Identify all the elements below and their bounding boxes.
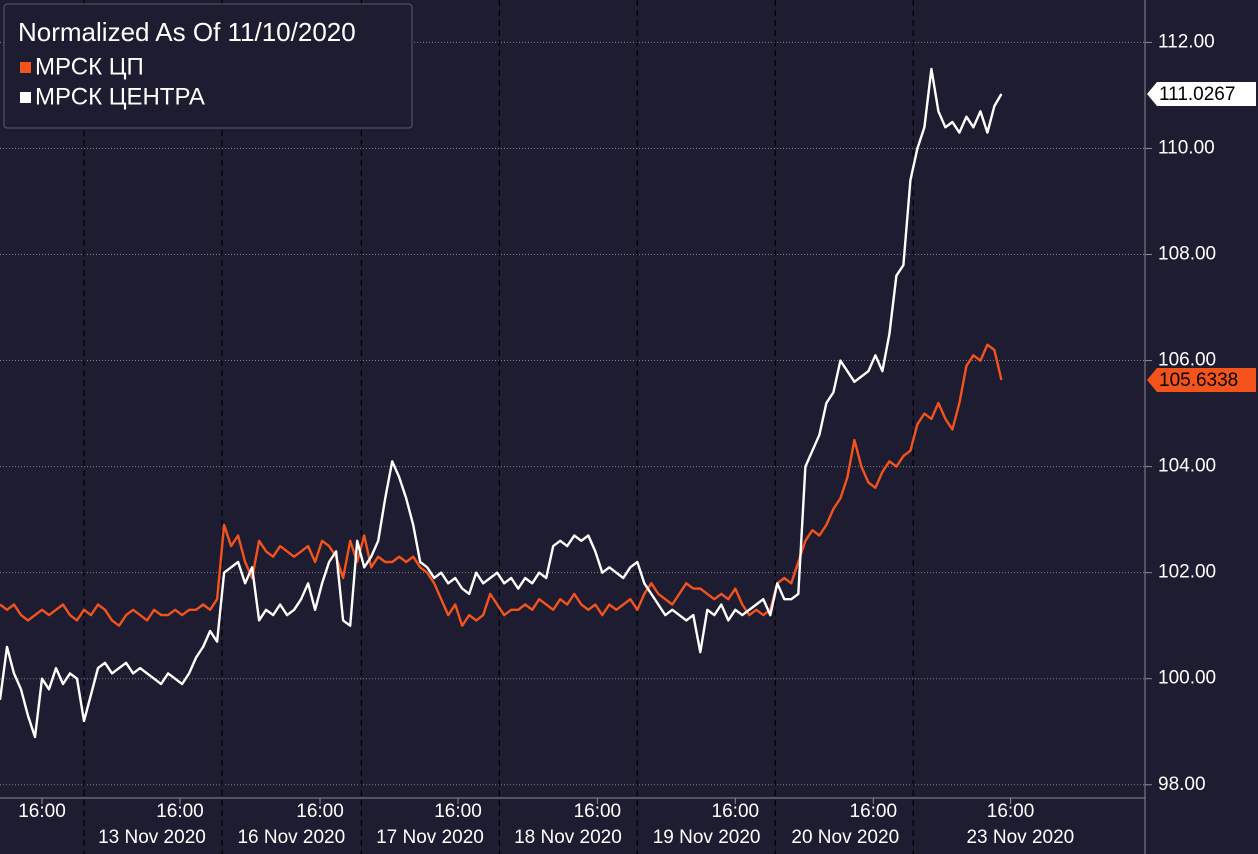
date-label: 23 Nov 2020	[966, 827, 1074, 848]
date-label: 16 Nov 2020	[237, 827, 345, 848]
y-tick-label: 110.00	[1158, 137, 1215, 158]
y-tick-label: 100.00	[1158, 668, 1216, 689]
legend-swatch	[20, 62, 31, 73]
y-tick-label: 104.00	[1158, 456, 1216, 477]
x-tick-label: 16:00	[574, 801, 622, 822]
x-tick-label: 16:00	[156, 801, 204, 822]
x-tick-label: 16:00	[850, 801, 898, 822]
legend-label: МРСК ЦЕНТРА	[35, 83, 205, 110]
x-tick-label: 16:00	[987, 801, 1035, 822]
axes: 98.00 100.00 102.00 104.00 106.00 108.00 110.0…	[18, 31, 1256, 848]
x-tick-label: 16:00	[434, 801, 482, 822]
y-tick-label: 98.00	[1158, 774, 1206, 795]
series-line	[0, 67, 1003, 739]
x-tick-label: 16:00	[712, 801, 760, 822]
date-label: 17 Nov 2020	[376, 827, 484, 848]
y-tick-label: 102.00	[1158, 562, 1216, 583]
y-tick-label: 108.00	[1158, 244, 1216, 265]
legend-title: Normalized As Of 11/10/2020	[18, 17, 356, 47]
x-tick-label: 16:00	[18, 801, 66, 822]
y-tick-label: 106.00	[1158, 350, 1216, 371]
grid	[0, 0, 1145, 854]
date-label: 20 Nov 2020	[791, 827, 899, 848]
date-label: 13 Nov 2020	[98, 827, 206, 848]
legend: Normalized As Of 11/10/2020 МРСК ЦП МРСК …	[3, 3, 413, 129]
legend-label: МРСК ЦП	[35, 53, 144, 80]
series-line	[0, 343, 1003, 627]
last-value-tag	[1147, 82, 1256, 107]
legend-swatch	[20, 92, 31, 103]
x-tick-label: 16:00	[296, 801, 344, 822]
legend-box	[3, 3, 413, 129]
last-value-label: 105.6338	[1159, 370, 1238, 391]
last-value-tag	[1147, 367, 1256, 392]
date-label: 19 Nov 2020	[653, 827, 761, 848]
plot-lines	[0, 67, 1003, 739]
y-tick-label: 112.00	[1158, 31, 1215, 52]
last-value-label: 111.0267	[1159, 84, 1235, 105]
date-label: 18 Nov 2020	[514, 827, 622, 848]
